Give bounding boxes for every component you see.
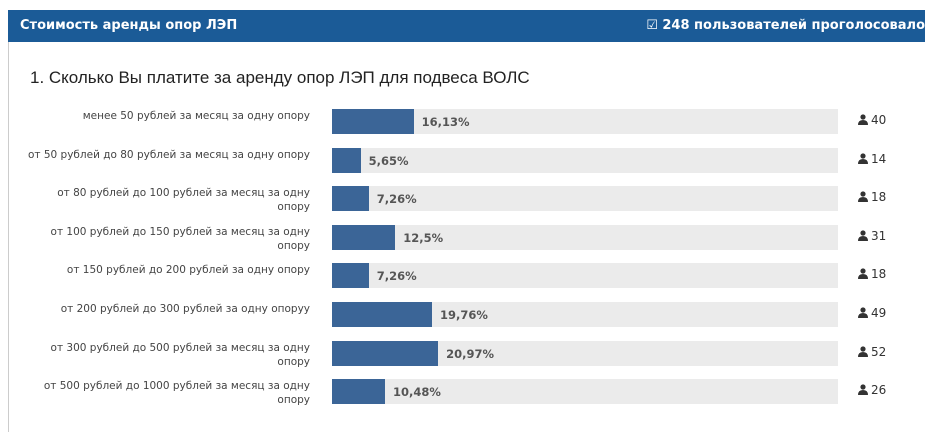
user-icon xyxy=(858,191,868,203)
vote-count: 18 xyxy=(858,190,886,204)
option-label: от 500 рублей до 1000 рублей за месяц за… xyxy=(43,380,310,407)
count-text: 18 xyxy=(871,267,887,282)
value-label: 20,97% xyxy=(446,346,494,361)
option-label: от 200 рублей до 300 рублей за одну опор… xyxy=(60,303,310,315)
user-icon xyxy=(858,384,868,396)
count-text: 49 xyxy=(871,306,887,320)
vote-count: 18 xyxy=(858,267,886,281)
bar-track xyxy=(332,379,838,405)
count-text: 14 xyxy=(871,151,887,166)
vote-count: 31 xyxy=(858,229,886,243)
value-label: 7,26% xyxy=(376,192,417,207)
bar xyxy=(332,340,439,366)
vote-count: 49 xyxy=(858,306,886,320)
option-label: менее 50 рублей за месяц за одну опору xyxy=(82,110,310,122)
question: 1. Сколько Вы платите за аренду опор ЛЭП… xyxy=(30,68,530,87)
value-label: 5,65% xyxy=(368,153,409,168)
bar xyxy=(332,109,414,134)
option-label: от 150 рублей до 200 рублей за одну опор… xyxy=(66,264,310,277)
bar xyxy=(332,302,432,327)
value-label: 16,13% xyxy=(421,115,470,129)
option-label: от 50 рублей до 80 рублей за месяц за од… xyxy=(27,148,310,161)
value-label: 12,5% xyxy=(403,230,444,245)
vote-count: 40 xyxy=(858,113,886,127)
value-label: 7,26% xyxy=(376,269,417,284)
bar-track xyxy=(332,147,838,173)
bar-track xyxy=(332,109,838,134)
count-text: 18 xyxy=(871,190,887,205)
user-icon xyxy=(858,152,868,164)
value-label: 10,48% xyxy=(393,385,441,400)
vote-count: 52 xyxy=(858,345,886,359)
votes-text: 248 пользователей проголосовало xyxy=(662,18,925,33)
user-icon xyxy=(858,307,868,318)
bar xyxy=(332,224,396,250)
user-icon xyxy=(858,268,868,280)
option-label: от 100 рублей до 150 рублей за месяц за … xyxy=(50,225,310,252)
count-text: 26 xyxy=(871,383,887,398)
vote-count: 14 xyxy=(858,152,886,166)
value-label: 19,76% xyxy=(439,308,488,322)
count-text: 31 xyxy=(871,228,887,243)
option-label: от 80 рублей до 100 рублей за месяц за о… xyxy=(57,187,310,214)
user-icon xyxy=(858,230,868,241)
user-icon xyxy=(858,114,868,125)
bar-track xyxy=(332,186,838,212)
user-icon xyxy=(858,345,868,357)
bar xyxy=(332,263,369,289)
vote-count: 26 xyxy=(858,383,886,397)
count-text: 40 xyxy=(871,113,887,127)
bar-track xyxy=(332,224,838,250)
panel-header: Стоимость аренды опор ЛЭП ☑ 248 пользова… xyxy=(8,10,925,42)
poll-title: Стоимость аренды опор ЛЭП xyxy=(20,18,238,33)
bar xyxy=(332,186,369,212)
bar xyxy=(332,379,386,405)
panel xyxy=(8,10,925,432)
bar-track xyxy=(332,263,838,289)
count-text: 52 xyxy=(871,344,887,359)
option-label: от 300 рублей до 500 рублей за месяц за … xyxy=(50,341,310,368)
votes: ☑ 248 пользователей проголосовало xyxy=(646,18,925,33)
bar xyxy=(332,147,361,173)
